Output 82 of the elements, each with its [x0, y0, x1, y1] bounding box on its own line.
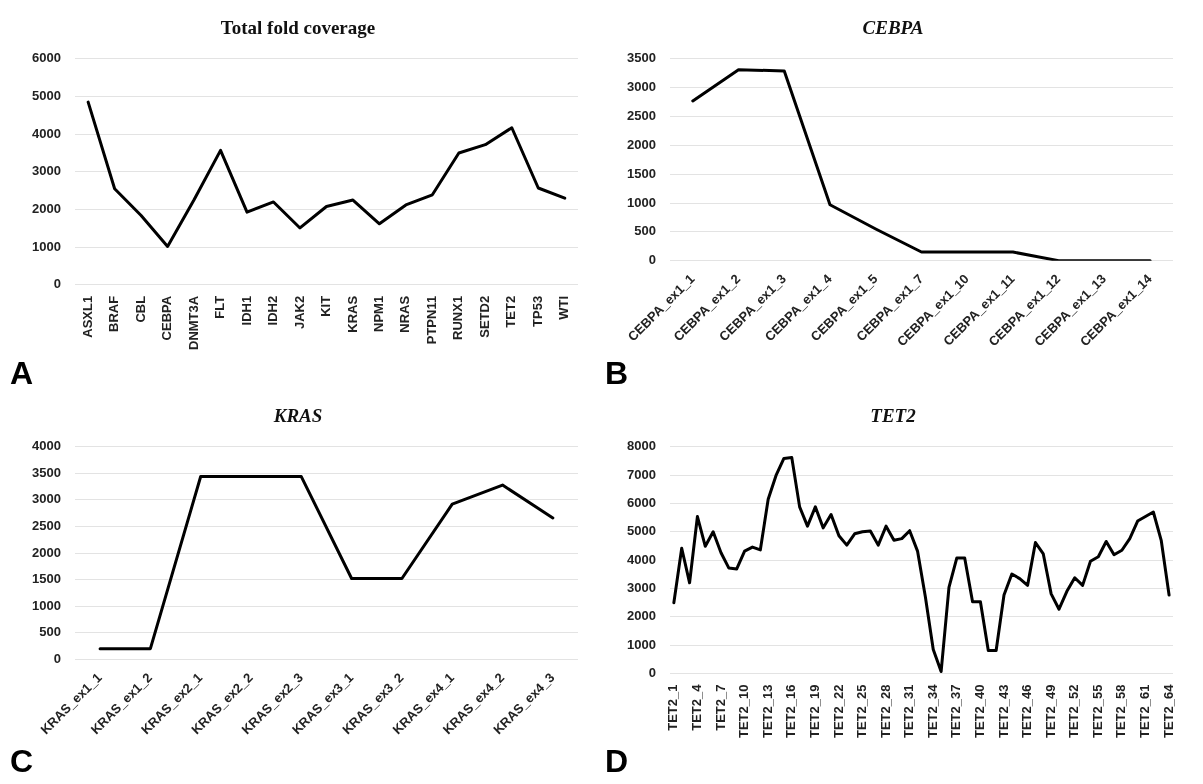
- x-tick-label: TET2_64: [1160, 683, 1176, 739]
- y-tick-label: 2000: [627, 608, 656, 624]
- x-tick-label: NPM1: [370, 295, 386, 332]
- y-tick-label: 0: [648, 252, 656, 268]
- x-tick-label: NRAS: [397, 295, 413, 333]
- y-tick-label: 3000: [627, 580, 656, 596]
- y-tick-label: 3000: [627, 79, 656, 95]
- chart-title: KRAS: [272, 405, 323, 427]
- y-tick-label: 1000: [627, 194, 656, 210]
- x-tick-label: TET2_19: [806, 684, 822, 739]
- x-tick-label: SETD2: [476, 295, 492, 338]
- x-tick-label: TET2_10: [736, 684, 752, 739]
- x-tick-label: TET2_13: [759, 684, 775, 739]
- y-tick-label: 4000: [32, 438, 61, 454]
- x-tick-label: TET2_22: [830, 684, 846, 739]
- x-tick-label: TET2_37: [948, 684, 964, 739]
- y-tick-label: 3000: [32, 163, 61, 179]
- x-tick-label: TET2_58: [1113, 684, 1129, 739]
- x-tick-label: ASXL1: [79, 295, 95, 338]
- y-tick-label: 1000: [32, 238, 61, 254]
- text: A: [9, 354, 35, 393]
- x-tick-label: BRAF: [106, 295, 122, 332]
- x-tick-label: RUNX1: [450, 295, 466, 340]
- x-tick-label: DNMT3A: [185, 295, 201, 351]
- y-tick-label: 500: [39, 624, 61, 640]
- x-tick-label: TET2: [503, 295, 519, 328]
- x-tick-label: TET2_31: [901, 684, 917, 739]
- y-tick-label: 2500: [32, 518, 61, 534]
- y-tick-label: 2500: [627, 108, 656, 124]
- x-tick-label: TET2_46: [1019, 684, 1035, 739]
- y-tick-label: 7000: [627, 466, 656, 482]
- y-tick-label: 1000: [32, 597, 61, 613]
- chart-title: Total fold coverage: [220, 17, 376, 39]
- x-tick-label: TET2_49: [1042, 684, 1058, 739]
- y-tick-label: 5000: [32, 88, 61, 104]
- x-tick-label: PTPN11: [423, 295, 439, 345]
- x-tick-label: KIT: [318, 295, 334, 317]
- y-tick-label: 8000: [627, 438, 656, 454]
- x-tick-label: TET2_7: [712, 684, 728, 731]
- x-tick-label: TET2_40: [971, 684, 987, 739]
- x-tick-label: TET2_16: [783, 684, 799, 739]
- x-tick-label: TET2_55: [1089, 684, 1105, 739]
- y-tick-label: 6000: [32, 50, 61, 66]
- y-tick-label: 2000: [32, 201, 61, 217]
- y-tick-label: 500: [634, 223, 656, 239]
- y-tick-label: 3000: [32, 491, 61, 507]
- x-tick-label: TET2_25: [854, 684, 870, 739]
- y-tick-label: 2000: [627, 136, 656, 152]
- y-tick-label: 4000: [627, 551, 656, 567]
- x-tick-label: TET2_61: [1137, 684, 1153, 739]
- x-tick-label: TET2_43: [995, 684, 1011, 739]
- text: C: [9, 742, 35, 781]
- y-tick-label: 6000: [627, 495, 656, 511]
- x-tick-label: TET2_1: [665, 684, 681, 731]
- x-tick-label: IDH2: [265, 295, 281, 326]
- x-tick-label: KRAS: [344, 295, 360, 333]
- y-tick-label: 3500: [32, 464, 61, 480]
- y-tick-label: 4000: [32, 125, 61, 141]
- chart-title: TET2: [870, 405, 917, 427]
- x-tick-label: FLT: [212, 295, 228, 319]
- y-tick-label: 0: [648, 665, 656, 681]
- x-tick-label: CEBPA: [159, 295, 175, 341]
- x-tick-label: TP53: [529, 295, 545, 327]
- text: B: [604, 354, 630, 393]
- x-tick-label: TET2_34: [924, 683, 940, 739]
- y-tick-label: 1500: [32, 571, 61, 587]
- x-tick-label: IDH1: [238, 295, 254, 326]
- y-tick-label: 2000: [32, 544, 61, 560]
- x-tick-label: JAK2: [291, 295, 307, 330]
- y-tick-label: 1000: [627, 636, 656, 652]
- y-tick-label: 1500: [627, 165, 656, 181]
- x-tick-label: CBL: [132, 295, 148, 323]
- x-tick-label: WTI: [556, 295, 572, 320]
- y-tick-label: 0: [53, 650, 61, 666]
- y-tick-label: 0: [53, 276, 61, 292]
- x-tick-label: TET2_4: [689, 683, 705, 731]
- text: D: [604, 742, 630, 781]
- x-tick-label: TET2_28: [877, 684, 893, 739]
- y-tick-label: 3500: [627, 50, 656, 66]
- x-tick-label: TET2_52: [1066, 684, 1082, 739]
- chart-title: CEBPA: [862, 17, 924, 39]
- y-tick-label: 5000: [627, 523, 656, 539]
